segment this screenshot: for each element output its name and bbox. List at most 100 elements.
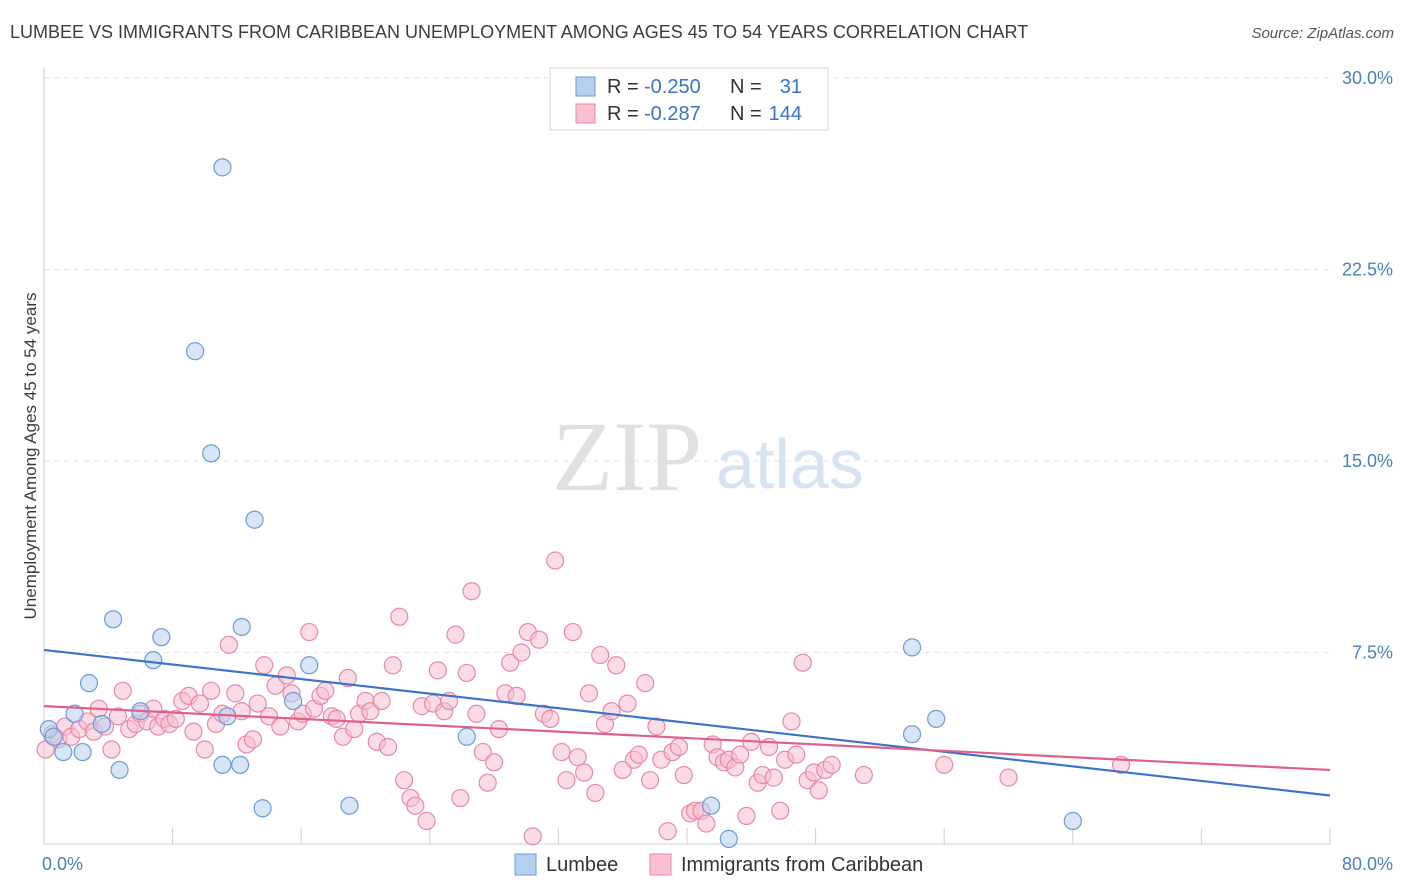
scatter-point: [591, 645, 610, 665]
scatter-point: [902, 638, 922, 657]
scatter-point: [54, 742, 73, 762]
legend-n-value-caribbean: 144: [769, 103, 802, 125]
scatter-point: [248, 694, 267, 713]
scatter-point: [44, 727, 63, 746]
scatter-point: [345, 719, 364, 739]
scatter-point: [793, 653, 812, 672]
scatter-point: [702, 796, 721, 815]
scatter-point: [340, 796, 359, 815]
scatter-point: [338, 668, 357, 688]
scatter-point: [195, 740, 214, 759]
scatter-point: [568, 748, 587, 767]
scatter-point: [394, 771, 414, 790]
legend-r-label-caribbean: R =: [607, 103, 639, 125]
scatter-point: [927, 709, 946, 728]
scatter-point: [190, 694, 210, 713]
scatter-point: [243, 730, 263, 749]
trend-line-lumbee: [43, 648, 1331, 797]
trend-line-caribbean: [43, 705, 1331, 772]
x-ticks: [172, 828, 1331, 844]
scatter-point: [658, 822, 677, 841]
scatter-point: [219, 635, 238, 654]
scatter-point: [737, 806, 756, 826]
axes: [43, 68, 1331, 845]
scatter-point: [730, 745, 750, 764]
scatter-point: [771, 801, 790, 820]
scatter-point: [1063, 811, 1082, 831]
scatter-point: [372, 691, 391, 711]
scatter-point: [113, 681, 132, 700]
scatter-point: [462, 582, 481, 601]
scatter-point: [541, 709, 560, 728]
scatter-point: [255, 656, 274, 675]
scatter-point: [378, 737, 398, 757]
scatter-point: [546, 551, 565, 570]
watermark-zip: ZIP: [552, 401, 702, 512]
scatter-point: [822, 755, 841, 774]
scatter-point: [73, 742, 92, 762]
scatter-point: [300, 622, 319, 642]
scatter-point: [473, 742, 492, 762]
scatter-point: [697, 814, 716, 833]
scatter-point: [428, 661, 447, 680]
legend-top-box: [549, 67, 829, 131]
scatter-point: [902, 725, 922, 744]
x-tick-label-max: 80.0%: [1342, 854, 1393, 874]
scatter-point: [446, 625, 465, 644]
scatter-point: [108, 707, 128, 726]
y-tick-label: 22.5%: [1342, 260, 1393, 280]
scatter-point: [552, 742, 571, 762]
scatter-point: [636, 674, 655, 693]
legend-swatch-lumbee: [575, 76, 596, 97]
scatter-point: [390, 607, 409, 626]
series-lumbee: [39, 158, 1082, 848]
scatter-point: [361, 702, 380, 721]
scatter-point: [457, 727, 476, 746]
y-tick-labels: 7.5% 15.0% 22.5% 30.0%: [1342, 68, 1393, 663]
scatter-point: [110, 760, 129, 780]
scatter-point: [457, 663, 476, 683]
scatter-point: [253, 799, 272, 818]
scatter-point: [523, 827, 542, 846]
scatter-point: [92, 714, 111, 734]
y-tick-label: 15.0%: [1342, 451, 1393, 471]
scatter-point: [104, 610, 123, 629]
scatter-point: [467, 704, 486, 723]
scatter-point: [999, 768, 1018, 787]
scatter-point: [316, 681, 335, 700]
scatter-point: [512, 643, 531, 662]
legend-n-label-caribbean: N =: [730, 103, 762, 125]
scatter-point: [186, 342, 205, 361]
watermark: ZIP atlas: [552, 401, 864, 512]
scatter-point: [383, 656, 402, 675]
scatter-point: [451, 788, 470, 808]
scatter-point: [231, 755, 250, 774]
scatter-point: [647, 717, 666, 736]
scatter-point: [563, 622, 582, 642]
legend-r-label-lumbee: R =: [607, 76, 639, 98]
scatter-point: [417, 811, 436, 831]
bottom-legend-swatch-lumbee: [514, 853, 537, 876]
scatter-point: [202, 444, 221, 463]
scatter-point: [277, 666, 296, 685]
scatter-point: [102, 740, 121, 759]
x-tick-label-min: 0.0%: [42, 854, 83, 874]
scatter-point: [613, 760, 632, 780]
bottom-legend-label-caribbean: Immigrants from Caribbean: [681, 854, 923, 876]
scatter-point: [202, 681, 221, 700]
scatter-point: [79, 674, 99, 693]
scatter-point: [232, 617, 251, 637]
scatter-point: [629, 745, 648, 764]
scatter-point: [640, 771, 660, 790]
legend-n-label-lumbee: N =: [730, 76, 762, 98]
source-label: Source: ZipAtlas.com: [1251, 25, 1394, 42]
scatter-point: [406, 796, 425, 815]
scatter-point: [284, 691, 303, 711]
scatter-point: [213, 158, 232, 177]
bottom-legend-swatch-caribbean: [649, 853, 672, 876]
scatter-point: [213, 755, 232, 774]
scatter-point: [669, 737, 689, 757]
scatter-point: [809, 781, 828, 800]
scatter-point: [935, 755, 954, 774]
